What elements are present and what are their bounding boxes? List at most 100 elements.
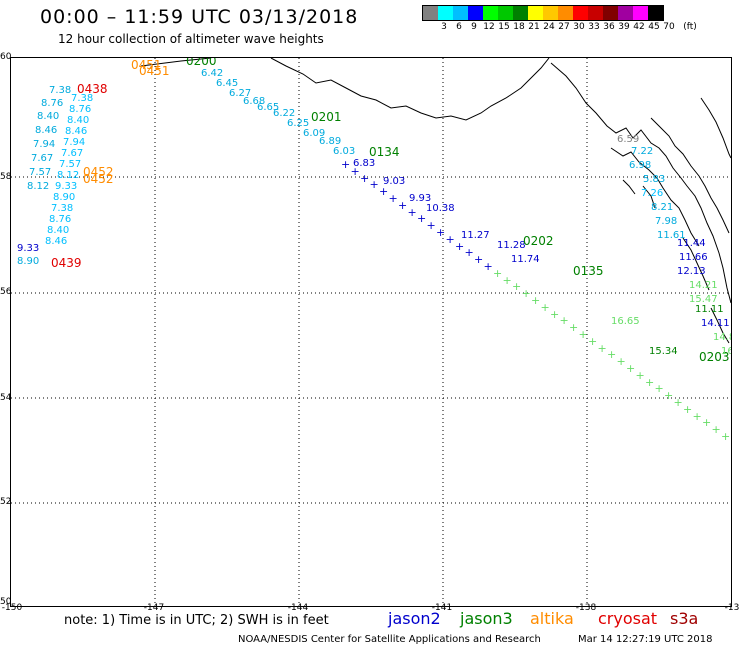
wave-height-colorbar: [422, 5, 664, 21]
main-track-value: 6.83: [353, 158, 376, 169]
lon-label: -141: [431, 603, 453, 613]
main-track-value: 6.25: [287, 118, 310, 129]
track-tick-mark: +: [483, 260, 493, 273]
west-track-tick: 7.67: [61, 148, 84, 159]
graticule: [11, 58, 731, 606]
colorbar-label: 70: [663, 22, 675, 32]
east-track-value: 12.13: [677, 266, 706, 277]
track-tick-mark: +: [436, 226, 446, 239]
main-track-value: 11.27: [461, 230, 490, 241]
main-track-value: 11.28: [497, 240, 526, 251]
track-tick-mark: +: [607, 348, 617, 362]
west-track-tick: 8.40: [47, 225, 70, 236]
track-tick-mark: +: [350, 164, 360, 178]
generated-time: Mar 14 12:27:19 UTC 2018: [578, 634, 713, 645]
colorbar-label: 24: [543, 22, 555, 32]
note-text: note: 1) Time is in UTC; 2) SWH is in fe…: [64, 613, 329, 628]
main-track-value: 6.03: [333, 146, 356, 157]
colorbar-label: 30: [573, 22, 585, 32]
west-track-tick: 8.46: [65, 126, 88, 137]
colorbar-label: 27: [558, 22, 570, 32]
track-tick-mark: +: [692, 409, 702, 423]
main-track-value: 10.38: [426, 203, 455, 214]
colorbar-swatch: [423, 6, 438, 20]
track-tick-mark: +: [445, 232, 455, 246]
west-track-value: 8.90: [17, 256, 40, 267]
west-track-tick: 8.12: [57, 170, 80, 181]
west-track-time: 0200: [186, 57, 217, 68]
west-track-value: 7.38: [49, 85, 72, 96]
east-track-value: 11.61: [657, 230, 686, 241]
west-track-value: 9.33: [17, 243, 40, 254]
east-track-value: 7.98: [655, 216, 678, 227]
west-track-tick: 8.40: [67, 115, 90, 126]
colorbar-label: 33: [588, 22, 600, 32]
track-tick-mark: +: [664, 389, 674, 403]
colorbar-label: (ft): [683, 22, 697, 32]
west-track-time: 0451: [131, 58, 162, 72]
track-tick-mark: +: [512, 280, 522, 294]
main-track-value: 6.42: [201, 68, 224, 79]
track-tick-mark: +: [521, 287, 531, 301]
west-track-tick: 7.57: [59, 159, 82, 170]
west-track-value: 8.76: [41, 98, 64, 109]
legend-jason3: jason3: [460, 609, 513, 628]
colorbar-label: 15: [498, 22, 510, 32]
colorbar-swatch: [468, 6, 483, 20]
colorbar-label: 12: [483, 22, 495, 32]
main-track-value: 6.27: [229, 88, 252, 99]
track-tick-mark: +: [731, 437, 732, 450]
main-track-time: 0201: [311, 110, 342, 124]
map-title: 00:00 – 11:59 UTC 03/13/2018: [40, 6, 359, 28]
east-track-value: 15.34: [649, 346, 678, 357]
colorbar-swatch: [483, 6, 498, 20]
main-track-value: 6.65: [257, 102, 280, 113]
coastline: [140, 58, 731, 344]
west-track-tick: 7.38: [71, 93, 94, 104]
colorbar-swatch: [543, 6, 558, 20]
west-track-time: 0439: [51, 256, 82, 270]
lon-label: -147: [143, 603, 165, 613]
colorbar-label: 45: [648, 22, 660, 32]
track-tick-mark: +: [426, 219, 436, 233]
east-track-value: 8.21: [651, 202, 674, 213]
lat-label: 56: [0, 287, 12, 297]
colorbar-swatch: [648, 6, 663, 20]
track-tick-mark: +: [407, 205, 417, 219]
east-track-value: 7.26: [641, 188, 664, 199]
track-tick-mark: +: [398, 198, 408, 212]
west-track-value: 8.12: [27, 181, 50, 192]
colorbar-swatch: [603, 6, 618, 20]
main-track-time: 0202: [523, 234, 554, 248]
track-tick-mark: +: [702, 416, 712, 430]
track-tick-mark: +: [635, 368, 645, 382]
track-tick-mark: +: [341, 158, 351, 171]
colorbar-label: 6: [456, 22, 462, 32]
track-tick-mark: +: [711, 423, 721, 437]
main-track-value: 6.68: [243, 96, 266, 107]
colorbar-swatch: [513, 6, 528, 20]
main-track-value: 6.45: [216, 78, 239, 89]
track-tick-mark: +: [379, 185, 389, 199]
east-track-value: 15.47: [689, 294, 718, 305]
track-tick-mark: +: [597, 341, 607, 355]
east-track-value: 5.83: [643, 174, 666, 185]
track-tick-mark: +: [360, 171, 370, 185]
west-track-value: 7.94: [33, 139, 56, 150]
main-track-value: 6.09: [303, 128, 326, 139]
track-tick-mark: +: [464, 246, 474, 260]
main-track-value: 9.93: [409, 193, 432, 204]
main-track-value: 11.74: [511, 254, 540, 265]
main-track-time: 0134: [369, 145, 400, 159]
east-track-value: 16: [721, 346, 731, 357]
track-tick-mark: +: [569, 321, 579, 335]
east-track-value: 6.59: [617, 134, 640, 145]
lon-label: -138: [575, 603, 597, 613]
colorbar-labels: 3 6 9 12 15 18 21 24 27 30 33 36 39 42 45 70 (ft): [422, 22, 740, 34]
lon-label: -150: [1, 603, 23, 613]
east-track-value: 11.44: [677, 238, 706, 249]
legend-jason2: jason2: [388, 609, 441, 628]
colorbar-swatch: [528, 6, 543, 20]
colorbar-label: 36: [603, 22, 615, 32]
credit-text: NOAA/NESDIS Center for Satellite Applica…: [238, 634, 541, 645]
